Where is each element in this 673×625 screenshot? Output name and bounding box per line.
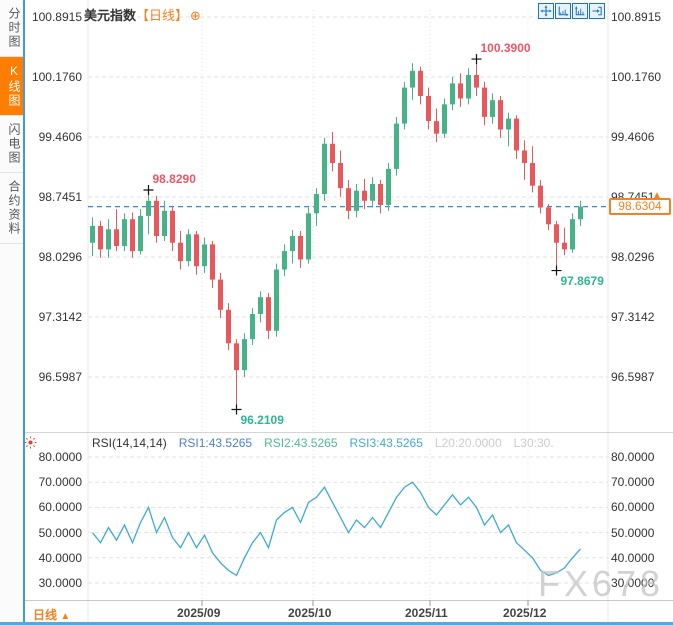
last-price-tag: 98.6304 (609, 198, 671, 215)
rsi-settings-icon[interactable] (24, 436, 37, 452)
rsi-legend-rsi1: RSI1:43.5265 (178, 436, 253, 450)
rsi-legend-l20: L20:20.0000 (434, 436, 502, 450)
x-axis-label: 2025/12 (503, 606, 547, 620)
period-selector-label: 日线 (33, 608, 58, 622)
rsi-y-axis-label: 30.0000 (611, 576, 655, 590)
rsi-y-axis-label: 70.0000 (611, 475, 655, 490)
chart-header: 美元指数【日线】 ⊕ (84, 5, 201, 23)
price-marker-label: 100.3900 (480, 41, 531, 56)
price-up-arrow-icon: ▲ (652, 190, 662, 201)
y-axis-label: 100.1760 (31, 70, 82, 84)
watermark: FX678 (538, 563, 665, 604)
rsi-y-axis-label: 30.0000 (38, 576, 82, 590)
y-axis-label: 98.0296 (38, 250, 82, 264)
rsi-legend: RSI(14,14,14) RSI1:43.5265 RSI2:43.5265 RSI… (92, 436, 566, 450)
y-axis-label: 98.7451 (38, 190, 82, 204)
rsi-legend-main: RSI(14,14,14) (92, 436, 167, 450)
rsi-legend-rsi2: RSI2:43.5265 (264, 436, 338, 450)
rsi-y-axis-label: 60.0000 (611, 500, 655, 515)
y-axis-label: 100.8915 (31, 10, 82, 24)
add-indicator-icon[interactable]: ⊕ (190, 8, 201, 23)
zoom-x-axis-icon[interactable] (555, 3, 571, 19)
x-axis-label: 2025/10 (288, 606, 332, 620)
chart-toolbar (538, 3, 605, 19)
y-axis-label: 100.8915 (611, 10, 662, 24)
price-marker-label: 96.2109 (240, 412, 284, 427)
sidebar-item-candle-chart[interactable]: K线图 (0, 57, 23, 116)
rsi-y-axis-label: 40.0000 (611, 550, 655, 565)
rsi-y-axis-label: 80.0000 (611, 450, 655, 464)
sidebar-item-timeline-chart[interactable]: 分时图 (0, 0, 23, 57)
y-axis-label: 97.3142 (611, 310, 655, 324)
y-axis-label: 99.4606 (611, 130, 655, 144)
period-selector-arrow-icon: ▲ (60, 611, 71, 622)
rsi-y-axis-label: 50.0000 (38, 525, 82, 540)
sidebar: 分时图 K线图 闪电图 合约资料 (0, 0, 25, 625)
exit-icon[interactable] (589, 3, 605, 19)
x-axis-label: 2025/09 (177, 606, 221, 620)
price-marker-label: 98.8290 (152, 171, 196, 186)
rsi-y-axis-label: 50.0000 (611, 525, 655, 540)
y-axis-label: 98.0296 (611, 250, 655, 264)
y-axis-label: 96.5987 (38, 370, 82, 384)
zoom-y-axis-icon[interactable] (572, 3, 588, 19)
period-tag: 【日线】 (136, 8, 189, 23)
rsi-legend-l30: L30:30. (513, 436, 554, 450)
y-axis-label: 96.5987 (611, 370, 655, 384)
rsi-legend-rsi3: RSI3:43.5265 (349, 436, 423, 450)
page-title: 美元指数 (84, 8, 137, 23)
rsi-y-axis-label: 40.0000 (38, 550, 82, 565)
rsi-y-axis-label: 80.0000 (38, 450, 82, 464)
sidebar-item-contract-info[interactable]: 合约资料 (0, 173, 23, 244)
rsi-y-axis-label: 70.0000 (38, 475, 82, 490)
period-selector[interactable]: 日线 ▲ (33, 606, 70, 623)
y-axis-label: 99.4606 (38, 130, 82, 144)
rsi-y-axis-label: 60.0000 (38, 500, 82, 515)
sidebar-item-lightning-chart[interactable]: 闪电图 (0, 116, 23, 173)
y-axis-label: 97.3142 (38, 310, 82, 324)
y-axis-label: 100.1760 (611, 70, 662, 84)
x-axis-label: 2025/11 (405, 606, 448, 620)
pan-icon[interactable] (538, 3, 554, 19)
price-marker-label: 97.8679 (560, 273, 604, 288)
